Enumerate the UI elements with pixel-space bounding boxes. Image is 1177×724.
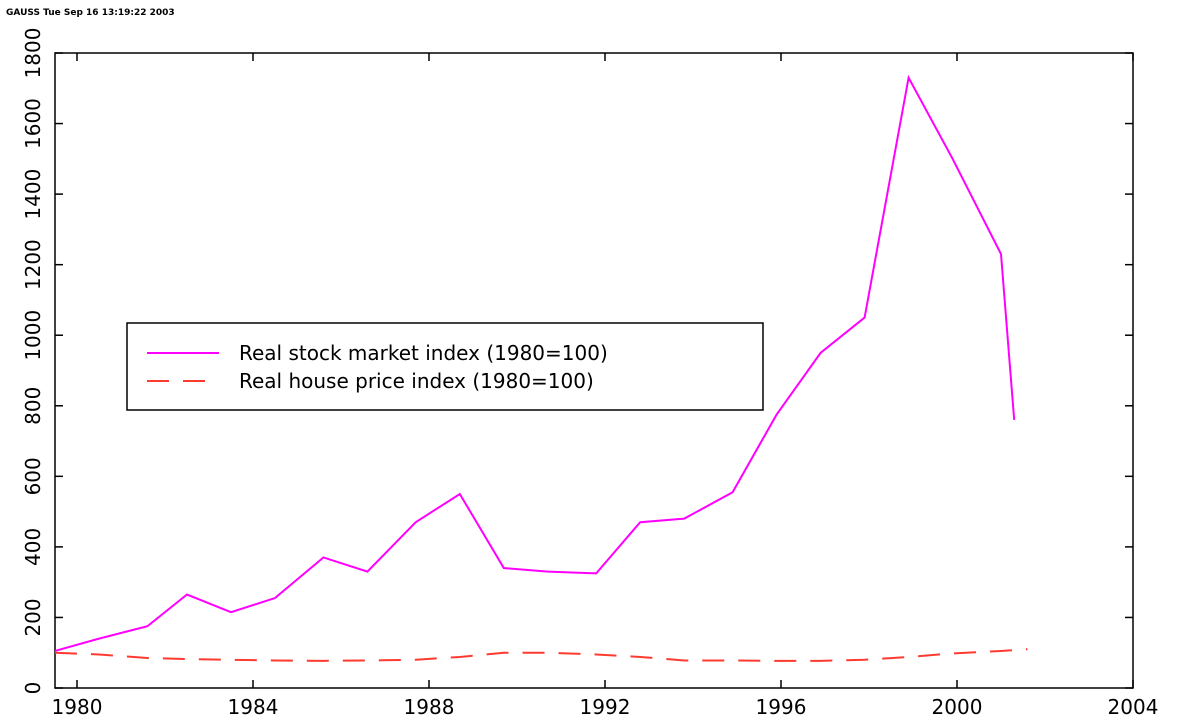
x-tick-label: 1992	[580, 695, 631, 719]
y-tick-label: 0	[21, 682, 45, 695]
plot-frame	[54, 52, 1134, 689]
legend-label: Real house price index (1980=100)	[239, 369, 594, 393]
y-tick-label: 600	[21, 457, 45, 495]
y-tick-label: 1400	[21, 169, 45, 220]
y-tick-label: 1200	[21, 239, 45, 290]
x-tick-label: 1996	[756, 695, 807, 719]
x-tick-label: 1984	[228, 695, 279, 719]
header: GAUSS Tue Sep 16 13:19:22 2003	[6, 8, 175, 18]
y-tick-label: 1600	[21, 98, 45, 149]
y-tick-label: 200	[21, 598, 45, 636]
y-tick-label: 1000	[21, 310, 45, 361]
data-line	[54, 74, 1016, 652]
legend-label: Real stock market index (1980=100)	[239, 341, 608, 365]
x-tick-label: 2004	[1108, 695, 1159, 719]
y-tick-label: 800	[21, 387, 45, 425]
x-tick-label: 2000	[932, 695, 983, 719]
y-tick-label: 1800	[21, 28, 45, 79]
x-tick-label: 1988	[404, 695, 455, 719]
legend-box	[126, 322, 764, 411]
y-tick-label: 400	[21, 528, 45, 566]
data-line	[54, 648, 1028, 662]
x-tick-label: 1980	[52, 695, 103, 719]
